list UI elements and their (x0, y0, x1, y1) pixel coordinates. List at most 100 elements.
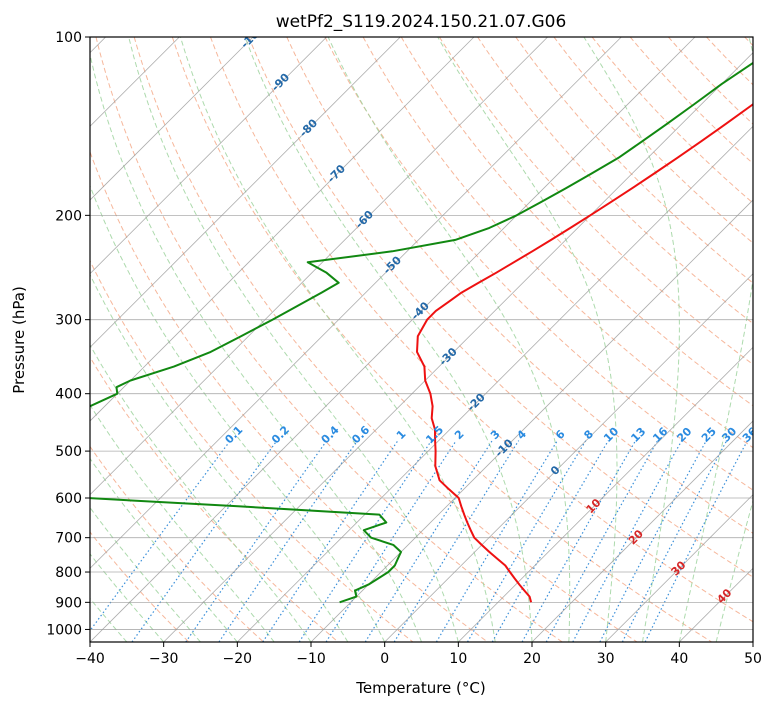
x-tick-label: −30 (149, 651, 179, 667)
y-tick-label: 200 (55, 208, 82, 224)
dry-adiabats (90, 37, 753, 642)
y-tick-label: 100 (55, 30, 82, 46)
dry-adiabat (90, 150, 488, 642)
isotherm-label: -70 (325, 162, 348, 185)
moist-adiabat (90, 457, 238, 642)
isotherm (90, 37, 622, 569)
pressure-gridlines (90, 37, 753, 630)
moist-adiabat (90, 404, 275, 642)
x-axis-label: Temperature (°C) (355, 679, 485, 697)
moist-adiabat (327, 37, 571, 642)
y-tick-label: 800 (55, 565, 82, 581)
mixing-ratio-line (364, 440, 493, 642)
profile-series (90, 61, 753, 604)
isotherm (679, 567, 753, 642)
isotherm (90, 37, 401, 348)
y-tick-label: 400 (55, 387, 82, 403)
isotherm (752, 641, 753, 642)
mixing-ratio-line (521, 440, 637, 642)
moist-adiabat (583, 37, 680, 642)
dry-adiabat (90, 259, 414, 642)
x-tick-label: 0 (380, 651, 389, 667)
moist-adiabat (437, 37, 618, 642)
mixing-ratio-label: 3 (488, 428, 503, 443)
isotherm (90, 37, 475, 422)
moist-adiabats (90, 37, 753, 642)
dry-adiabat (744, 37, 753, 47)
mixing-ratio-line (545, 440, 659, 642)
y-tick-label: 500 (55, 444, 82, 460)
dry-adiabat-label: 20 (626, 527, 646, 547)
x-tick-label: −20 (223, 651, 253, 667)
dry-adiabat-label: 10 (584, 496, 604, 516)
mixing-ratio-line (298, 440, 432, 642)
dewpoint-profile (90, 61, 753, 604)
dry-adiabat (553, 37, 753, 244)
mixing-ratio-label: 10 (601, 425, 621, 445)
mixing-ratio-line (325, 440, 457, 642)
y-tick-label: 700 (55, 531, 82, 547)
plot-area: -100-90-80-70-60-50-40-30-20-1000.1 0.2 0.… (90, 37, 760, 642)
mixing-ratio-label: 8 (581, 428, 596, 443)
temperature-profile (416, 102, 753, 603)
mixing-ratio-line (262, 440, 399, 642)
dry-adiabat (133, 37, 638, 642)
mixing-ratio-line (218, 440, 358, 642)
dry-adiabat (171, 37, 712, 642)
dry-adiabat (90, 531, 190, 642)
dry-adiabat (706, 37, 753, 86)
moist-adiabat (90, 506, 201, 642)
dry-adiabat (248, 37, 753, 578)
y-axis-ticks: 100 200 300 400 500 600 700 800 900 1000 (46, 30, 90, 638)
dry-adiabat (515, 37, 753, 284)
mixing-ratio-label: 1 (394, 428, 409, 443)
moist-adiabat (90, 343, 312, 642)
mixing-ratio-label: 13 (628, 425, 648, 445)
isotherm (90, 37, 254, 201)
mixing-ratio-label: 1.5 (423, 423, 446, 446)
moist-adiabat (179, 37, 496, 642)
isotherm-label: -50 (381, 253, 404, 276)
mixing-ratio-label: 25 (699, 425, 719, 445)
isotherm-label: -30 (437, 345, 460, 368)
moist-adiabat (90, 273, 349, 642)
isotherm-label: -60 (353, 208, 376, 231)
mixing-ratio-label: 16 (650, 425, 670, 445)
isotherm (90, 37, 548, 496)
isotherm (605, 494, 753, 642)
x-axis-ticks: −40 −30 −20 −10 0 10 20 30 40 50 (75, 642, 762, 667)
moist-adiabat (715, 498, 753, 642)
x-tick-label: 10 (449, 651, 467, 667)
y-tick-label: 900 (55, 595, 82, 611)
x-tick-label: −40 (75, 651, 105, 667)
dry-adiabat (90, 445, 264, 642)
mixing-ratio-line (466, 440, 587, 642)
mixing-ratio-line (435, 440, 558, 642)
mixing-ratio-label: 36 (740, 425, 760, 445)
dry-adiabat (286, 37, 753, 534)
dry-adiabat (324, 37, 753, 491)
mixing-ratio-label: 20 (674, 425, 694, 445)
mixing-ratio-label: 6 (553, 427, 568, 442)
y-axis-label: Pressure (hPa) (10, 286, 28, 394)
mixing-ratio-line (185, 440, 328, 642)
x-tick-label: −10 (296, 651, 326, 667)
isotherm (90, 37, 327, 275)
dry-adiabat (591, 37, 753, 204)
moist-adiabat (128, 37, 459, 642)
x-tick-label: 50 (744, 651, 762, 667)
mixing-ratio-label: 4 (514, 427, 529, 442)
mixing-ratio-line (491, 440, 609, 642)
y-tick-label: 1000 (46, 622, 82, 638)
moist-adiabat (90, 184, 386, 642)
mixing-ratio-label: 0.4 (319, 423, 342, 446)
moist-adiabat (244, 37, 533, 642)
dry-adiabat (400, 37, 753, 407)
plot-frame (89, 36, 754, 643)
mixing-ratio-label: 2 (452, 428, 467, 443)
y-tick-label: 300 (55, 313, 82, 329)
dry-adiabat-label: 30 (669, 558, 689, 578)
x-tick-label: 30 (597, 651, 615, 667)
isotherm (458, 346, 753, 642)
